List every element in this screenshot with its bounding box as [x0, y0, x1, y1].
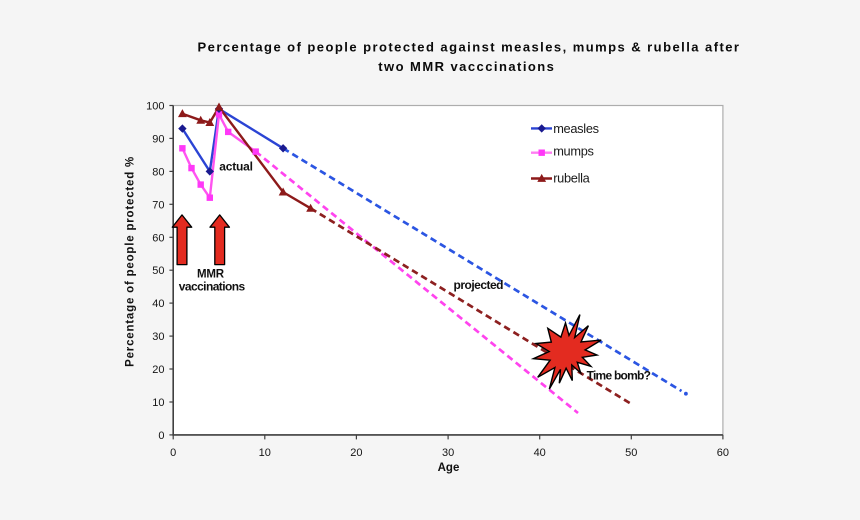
- svg-text:30: 30: [442, 447, 454, 459]
- svg-text:0: 0: [170, 447, 176, 459]
- svg-text:two MMR vacccinations: two MMR vacccinations: [378, 59, 555, 74]
- svg-text:50: 50: [625, 447, 637, 459]
- svg-text:40: 40: [152, 298, 164, 310]
- svg-text:Percentage of people protected: Percentage of people protected %: [124, 156, 136, 367]
- svg-text:projected: projected: [454, 278, 504, 292]
- svg-text:50: 50: [152, 265, 164, 277]
- svg-text:10: 10: [259, 447, 271, 459]
- svg-text:60: 60: [717, 447, 729, 459]
- svg-text:Age: Age: [438, 462, 460, 474]
- svg-text:30: 30: [152, 331, 164, 343]
- svg-text:10: 10: [152, 397, 164, 409]
- svg-text:vaccinations: vaccinations: [179, 279, 246, 293]
- svg-text:40: 40: [534, 447, 546, 459]
- svg-text:Percentage of people protected: Percentage of people protected against m…: [198, 40, 741, 55]
- svg-text:rubella: rubella: [553, 171, 590, 186]
- svg-text:70: 70: [152, 199, 164, 211]
- svg-text:60: 60: [152, 232, 164, 244]
- svg-text:80: 80: [152, 166, 164, 178]
- svg-text:MMR: MMR: [197, 269, 225, 281]
- svg-text:0: 0: [158, 430, 164, 442]
- svg-text:measles: measles: [553, 121, 599, 136]
- svg-text:90: 90: [152, 133, 164, 145]
- svg-text:Time bomb?: Time bomb?: [587, 369, 651, 383]
- svg-text:20: 20: [350, 447, 362, 459]
- svg-text:100: 100: [146, 101, 164, 113]
- svg-text:20: 20: [152, 364, 164, 376]
- svg-text:actual: actual: [219, 160, 252, 174]
- svg-text:mumps: mumps: [553, 143, 593, 158]
